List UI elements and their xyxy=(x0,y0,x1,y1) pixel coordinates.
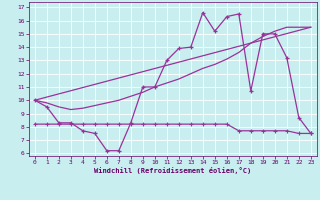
X-axis label: Windchill (Refroidissement éolien,°C): Windchill (Refroidissement éolien,°C) xyxy=(94,167,252,174)
